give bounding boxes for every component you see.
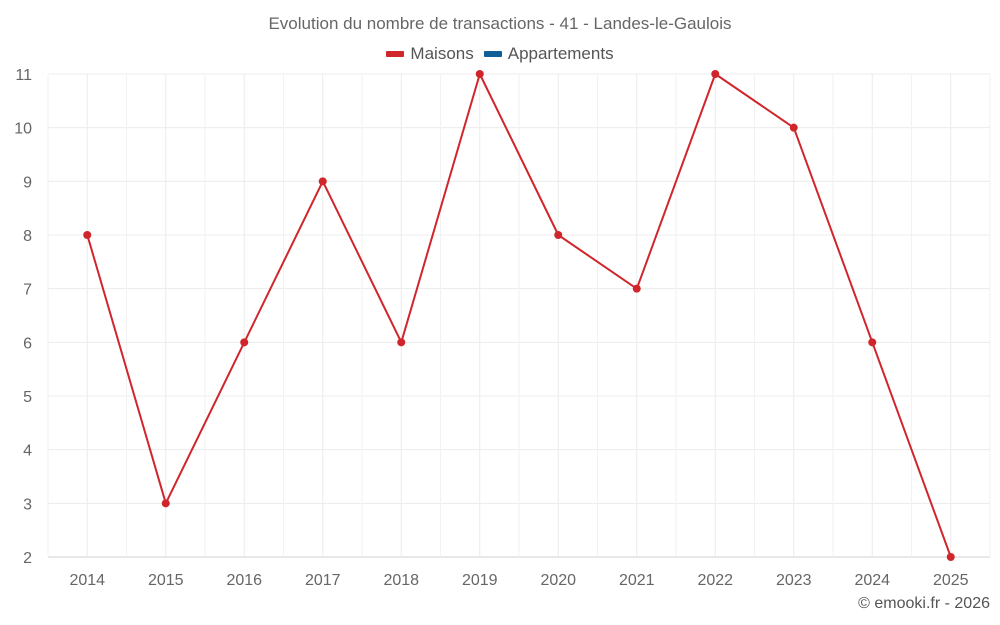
x-tick-label-2024: 2024	[854, 572, 890, 589]
data-point-maisons-2014	[83, 231, 92, 239]
y-tick-label-6: 6	[23, 335, 32, 352]
y-tick-label-8: 8	[23, 228, 32, 245]
data-point-maisons-2022	[711, 70, 720, 78]
data-point-maisons-2024	[868, 338, 877, 347]
legend: Maisons Appartements	[0, 44, 1000, 64]
x-tick-label-2021: 2021	[619, 572, 655, 589]
x-tick-label-2018: 2018	[383, 572, 419, 589]
data-point-maisons-2017	[318, 177, 327, 186]
legend-label-maisons: Maisons	[410, 44, 474, 63]
series-line-maisons	[86, 73, 952, 558]
data-point-maisons-2020	[554, 231, 563, 239]
chart-title: Evolution du nombre de transactions - 41…	[268, 14, 732, 33]
data-point-maisons-2015	[161, 499, 170, 508]
data-point-maisons-2019	[475, 70, 484, 78]
y-tick-label-4: 4	[23, 443, 32, 460]
x-tick-label-2022: 2022	[697, 572, 733, 589]
x-tick-label-2019: 2019	[462, 572, 498, 589]
legend-item-appartements[interactable]: Appartements	[483, 44, 614, 64]
y-tick-label-10: 10	[14, 121, 32, 138]
data-point-maisons-2023	[789, 123, 798, 132]
x-tick-label-2025: 2025	[933, 572, 969, 589]
legend-swatch-maisons	[386, 51, 405, 57]
y-tick-label-3: 3	[23, 496, 32, 513]
y-tick-label-5: 5	[23, 389, 32, 406]
y-tick-label-11: 11	[15, 67, 32, 84]
legend-swatch-appartements	[483, 51, 502, 57]
credit-text: © emooki.fr - 2026	[858, 595, 990, 612]
legend-label-appartements: Appartements	[507, 44, 614, 63]
x-tick-label-2016: 2016	[226, 572, 262, 589]
data-point-maisons-2021	[632, 284, 641, 293]
legend-item-maisons[interactable]: Maisons	[386, 44, 474, 64]
data-point-maisons-2018	[397, 338, 406, 347]
x-tick-label-2023: 2023	[776, 572, 812, 589]
x-tick-label-2017: 2017	[305, 572, 341, 589]
y-tick-label-7: 7	[23, 282, 32, 299]
y-tick-label-2: 2	[23, 550, 32, 567]
y-tick-label-9: 9	[23, 174, 32, 191]
x-tick-label-2014: 2014	[69, 572, 105, 589]
x-tick-label-2020: 2020	[540, 572, 576, 589]
data-point-maisons-2016	[240, 338, 249, 347]
x-tick-label-2015: 2015	[148, 572, 184, 589]
data-point-maisons-2025	[946, 553, 955, 561]
